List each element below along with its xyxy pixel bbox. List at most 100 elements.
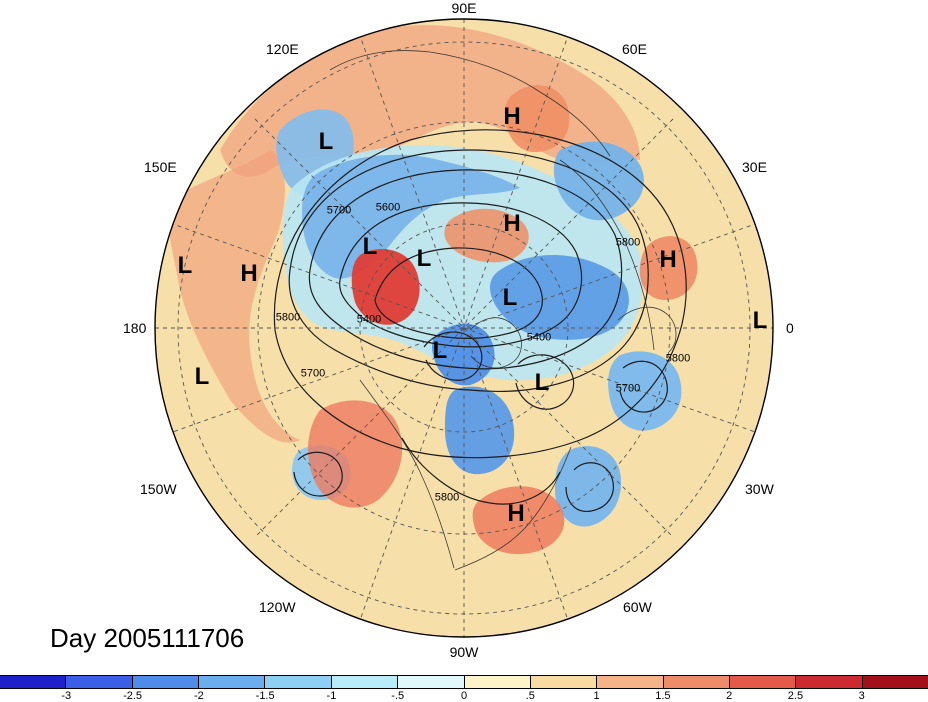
contour-label: 5400 <box>356 313 382 326</box>
contour-label: 5800 <box>665 352 691 365</box>
latitude-circle-middle <box>257 121 671 535</box>
height-contours <box>273 129 687 513</box>
colorbar-swatch <box>464 676 531 688</box>
colorbar-tick-label: .5 <box>525 690 535 702</box>
colorbar <box>0 675 928 689</box>
cool-core-north-america <box>445 386 515 475</box>
contour-label: 5800 <box>615 236 641 249</box>
pressure-system-mark: H <box>507 500 525 527</box>
contour-label: 5800 <box>275 311 301 324</box>
coastline-north-asia <box>329 50 611 157</box>
colorbar-tick-label: 3 <box>858 690 865 702</box>
colorbar-tick-label: -1.5 <box>255 690 275 702</box>
contour-label: 5700 <box>615 382 641 395</box>
cool-core-arctic <box>302 154 520 279</box>
contour-label: 5800 <box>434 491 460 504</box>
contour-5500 <box>339 202 583 348</box>
longitude-label-150e: 150E <box>144 159 177 175</box>
colorbar-swatch <box>331 676 399 688</box>
coastline-west-north-america <box>359 379 455 569</box>
longitude-label-60e: 60E <box>622 41 647 57</box>
longitude-label-90w: 90W <box>449 644 479 660</box>
pressure-system-mark: L <box>432 337 448 364</box>
latitude-circle-outer <box>177 41 751 615</box>
colorbar-tick-label: 2 <box>726 690 733 702</box>
colorbar-swatch <box>265 676 332 688</box>
pressure-system-mark: L <box>416 245 432 272</box>
meridian-45 <box>254 118 674 538</box>
graticule <box>155 19 773 637</box>
warm-patch-60e <box>504 85 570 153</box>
colorbar-swatch <box>66 676 133 688</box>
warm-band-west <box>168 150 300 443</box>
colorbar-swatch <box>663 676 730 688</box>
warm-core-siberia <box>351 248 420 325</box>
longitude-label-90e: 90E <box>451 0 477 16</box>
coastline-iceland <box>617 306 677 353</box>
cool-patch-subtropics <box>555 446 622 527</box>
colorbar-tick-label: -2 <box>193 690 204 702</box>
colorbar-swatch <box>530 676 598 688</box>
contour-5800 <box>273 129 687 459</box>
cool-core-east <box>490 255 629 340</box>
coastline-europe <box>559 159 655 351</box>
colorbar-tick-label: -2.5 <box>123 690 143 702</box>
contour-low-atlantic <box>619 360 668 413</box>
pressure-system-mark: L <box>194 363 210 390</box>
contour-low-east <box>515 354 575 410</box>
colorbar-swatch <box>199 676 266 688</box>
pressure-system-mark: L <box>752 307 768 334</box>
longitude-label-150w: 150W <box>140 481 177 497</box>
colorbar-tick-label: 1.5 <box>655 690 671 702</box>
colorbar-swatch <box>796 676 863 688</box>
latitude-circle-inner <box>359 223 569 433</box>
pressure-system-mark: H <box>240 260 258 287</box>
colorbar-tick-label: -.5 <box>391 690 405 702</box>
contour-label: 5600 <box>375 201 401 214</box>
coastline-east-north-america <box>454 446 572 571</box>
colorbar-swatch <box>729 676 797 688</box>
colorbar-swatch <box>862 676 928 688</box>
longitude-label-120w: 120W <box>259 599 296 615</box>
colorbar-tick-label: -3 <box>61 690 72 702</box>
longitude-label-30w: 30W <box>745 481 774 497</box>
contour-5600 <box>308 169 623 370</box>
colorbar-swatch <box>597 676 664 688</box>
contour-5400 <box>374 247 543 339</box>
pressure-system-mark: L <box>318 128 334 155</box>
contour-label: 5700 <box>300 367 326 380</box>
contour-5700-outer <box>288 149 649 392</box>
pressure-system-mark: H <box>503 210 521 237</box>
colorbar-tick-label: 0 <box>460 690 468 702</box>
pressure-system-mark: L <box>362 233 378 260</box>
meridian-30-210 <box>169 222 759 434</box>
map-disk <box>155 19 773 637</box>
contour-label: 5700 <box>326 204 352 217</box>
meridian-135 <box>254 118 674 538</box>
warm-patch-arctic <box>444 208 529 263</box>
colorbar-swatch <box>132 676 200 688</box>
contour-trough <box>401 437 561 505</box>
longitude-label-60w: 60W <box>623 599 652 615</box>
colorbar-tick-label: -1 <box>326 690 337 702</box>
pressure-system-mark: L <box>177 252 193 279</box>
longitude-label-0: 0 <box>786 320 794 336</box>
contour-low-pacific <box>293 451 343 497</box>
colorbar-tick-label: 2.5 <box>787 690 804 702</box>
longitude-label-30e: 30E <box>742 159 767 175</box>
colorbar-swatch <box>398 676 465 688</box>
anomaly-field <box>168 25 698 555</box>
pressure-system-mark: H <box>659 246 677 273</box>
cool-core-central <box>432 323 495 386</box>
pressure-system-mark: L <box>502 284 518 311</box>
contour-low-subtropical <box>565 462 614 513</box>
longitude-label-120e: 120E <box>266 41 299 57</box>
contour-low-center <box>423 331 483 381</box>
colorbar-swatch <box>0 676 67 688</box>
longitude-label-180: 180 <box>123 320 147 336</box>
pressure-system-mark: H <box>503 103 521 130</box>
map-border <box>154 18 774 638</box>
warm-patch-west-coast <box>308 400 403 508</box>
